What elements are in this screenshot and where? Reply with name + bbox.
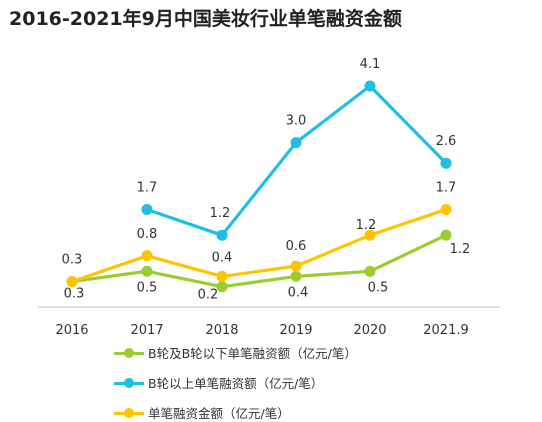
data-label: 1.7 <box>436 181 457 196</box>
x-tick-label: 2018 <box>205 323 238 338</box>
x-tick-label: 2019 <box>279 323 312 338</box>
data-label: 0.8 <box>137 227 158 242</box>
series-group: 0.3 0.8 0.4 0.6 1.2 1.7 <box>62 181 457 288</box>
series-line <box>146 84 448 237</box>
data-point <box>440 229 452 241</box>
data-label: 1.2 <box>450 242 471 257</box>
data-point <box>290 260 302 272</box>
data-label: 0.4 <box>212 250 233 265</box>
data-label: 0.6 <box>286 239 307 254</box>
legend-swatch-icon <box>114 347 144 359</box>
data-point <box>141 265 153 277</box>
series-group: 1.7 1.2 3.0 4.1 2.6 <box>137 57 457 241</box>
data-point <box>364 80 376 92</box>
chart-title: 2016-2021年9月中国美妆行业单笔融资金额 <box>9 8 402 30</box>
data-label: 1.2 <box>356 218 377 233</box>
x-tick-label: 2017 <box>130 323 163 338</box>
data-label: 2.6 <box>436 134 457 149</box>
data-point <box>216 270 228 282</box>
data-point <box>290 270 302 282</box>
data-label: 1.2 <box>210 206 231 221</box>
x-tick-labels: 2016 2017 2018 2019 2020 2021.9 <box>55 323 468 338</box>
series-line <box>71 233 447 289</box>
legend-item-above-b-round: B轮以上单笔融资额（亿元/笔） <box>114 373 323 392</box>
legend-swatch-icon <box>114 377 144 389</box>
series-group: 0.3 0.5 0.2 0.4 0.5 1.2 <box>64 229 471 303</box>
x-tick-label: 2020 <box>353 323 386 338</box>
legend-label: 单笔融资金额（亿元/笔） <box>148 406 290 421</box>
series-layer: 0.3 0.5 0.2 0.4 0.51.20.30.80.40.61.21.71.71… <box>62 57 471 303</box>
series-line <box>71 207 447 284</box>
legend-item-b-round-and-below: B轮及B轮以下单笔融资额（亿元/笔） <box>114 343 357 362</box>
data-point <box>440 204 452 215</box>
data-label: 4.1 <box>360 57 381 72</box>
data-point <box>290 137 302 149</box>
data-point <box>66 276 78 288</box>
data-label: 0.5 <box>368 280 389 295</box>
data-point <box>216 281 228 293</box>
data-label: 0.5 <box>137 280 158 295</box>
legend-label: B轮及B轮以下单笔融资额（亿元/笔） <box>148 346 357 361</box>
x-tick-label: 2021.9 <box>423 323 469 338</box>
legend-label: B轮以上单笔融资额（亿元/笔） <box>148 376 324 391</box>
data-label: 3.0 <box>286 114 307 129</box>
data-label: 1.7 <box>137 181 158 196</box>
data-label: 0.3 <box>64 287 85 302</box>
data-point <box>440 157 452 169</box>
data-point <box>364 229 376 241</box>
legend-item-overall: 单笔融资金额（亿元/笔） <box>114 403 290 422</box>
x-tick-label: 2016 <box>55 323 88 338</box>
legend-swatch-icon <box>114 407 144 419</box>
data-point <box>364 265 376 277</box>
data-label: 0.4 <box>288 285 309 300</box>
data-point <box>141 204 153 215</box>
data-label: 0.3 <box>62 253 83 268</box>
data-point <box>141 250 153 262</box>
data-point <box>216 229 228 241</box>
data-label: 0.2 <box>198 288 219 303</box>
